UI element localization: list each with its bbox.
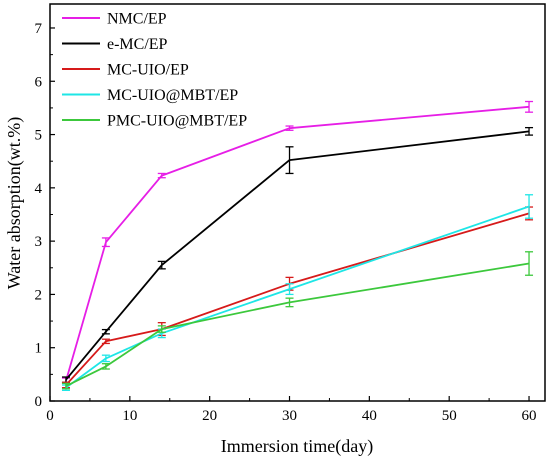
y-tick-label: 6 bbox=[35, 74, 43, 90]
legend: NMC/EP e-MC/EP MC-UIO/EP MC-UIO@MBT/EP PMC-U… bbox=[62, 11, 247, 130]
y-tick-label: 2 bbox=[35, 287, 43, 303]
plot-frame bbox=[49, 3, 546, 402]
y-tick-label: 0 bbox=[35, 394, 43, 410]
chart-marks bbox=[61, 100, 534, 391]
y-tick-label: 3 bbox=[35, 234, 43, 250]
legend-label-mc-uio-ep: MC-UIO/EP bbox=[107, 62, 189, 79]
x-tick-label: 50 bbox=[442, 408, 457, 424]
series-line-nmc-ep bbox=[65, 105, 530, 382]
x-axis-title: Immersion time(day) bbox=[221, 436, 373, 457]
legend-label-mc-uio-mbt-ep: MC-UIO@MBT/EP bbox=[107, 87, 238, 104]
x-tick-label: 40 bbox=[362, 408, 377, 424]
x-tick-label: 60 bbox=[522, 408, 537, 424]
legend-label-nmc-ep: NMC/EP bbox=[107, 11, 167, 28]
axis-ticks: 0 10 20 30 40 50 60 0 1 2 3 4 5 6 7 bbox=[35, 21, 537, 424]
series-line-mc-uio-ep bbox=[65, 212, 530, 386]
legend-label-pmc-uio-mbt-ep: PMC-UIO@MBT/EP bbox=[107, 113, 247, 130]
x-tick-label: 10 bbox=[122, 408, 137, 424]
x-tick-label: 30 bbox=[282, 408, 297, 424]
y-tick-label: 4 bbox=[35, 181, 43, 197]
y-tick-label: 5 bbox=[35, 128, 43, 144]
legend-label-e-mc-ep: e-MC/EP bbox=[107, 36, 168, 53]
x-tick-label: 0 bbox=[46, 408, 54, 424]
x-tick-label: 20 bbox=[202, 408, 217, 424]
y-axis-title: Water absorption(wt.%) bbox=[4, 117, 25, 290]
y-tick-label: 1 bbox=[35, 341, 43, 357]
series-line-e-mc-ep bbox=[65, 130, 530, 381]
y-tick-label: 7 bbox=[35, 21, 43, 37]
